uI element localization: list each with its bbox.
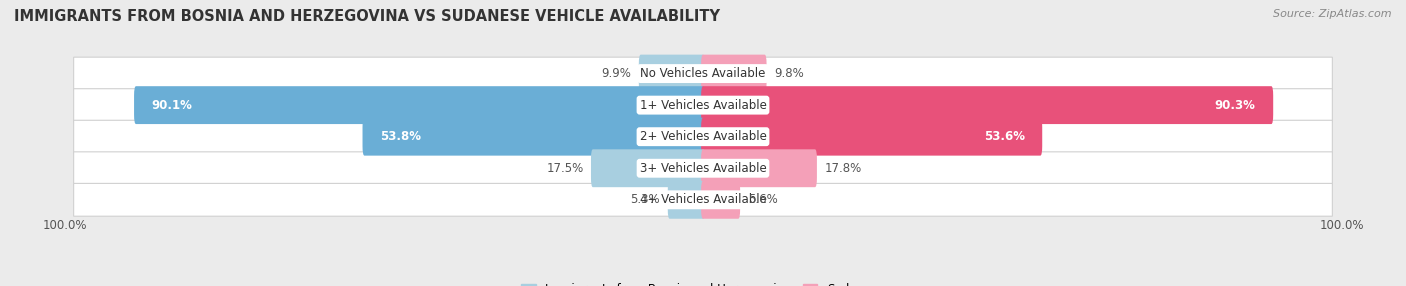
FancyBboxPatch shape [73,89,1333,122]
Text: 5.6%: 5.6% [748,193,778,206]
FancyBboxPatch shape [702,86,1274,124]
FancyBboxPatch shape [702,118,1042,156]
FancyBboxPatch shape [638,55,704,92]
Text: 4+ Vehicles Available: 4+ Vehicles Available [640,193,766,206]
Text: IMMIGRANTS FROM BOSNIA AND HERZEGOVINA VS SUDANESE VEHICLE AVAILABILITY: IMMIGRANTS FROM BOSNIA AND HERZEGOVINA V… [14,9,720,23]
Text: 53.8%: 53.8% [380,130,422,143]
Text: No Vehicles Available: No Vehicles Available [640,67,766,80]
Legend: Immigrants from Bosnia and Herzegovina, Sudanese: Immigrants from Bosnia and Herzegovina, … [519,281,887,286]
Text: 5.3%: 5.3% [630,193,661,206]
FancyBboxPatch shape [702,181,740,219]
Text: 17.8%: 17.8% [824,162,862,175]
FancyBboxPatch shape [73,120,1333,153]
FancyBboxPatch shape [73,152,1333,185]
Text: 53.6%: 53.6% [984,130,1025,143]
Text: 3+ Vehicles Available: 3+ Vehicles Available [640,162,766,175]
FancyBboxPatch shape [702,149,817,187]
FancyBboxPatch shape [363,118,704,156]
FancyBboxPatch shape [73,183,1333,216]
Text: 17.5%: 17.5% [546,162,583,175]
FancyBboxPatch shape [591,149,704,187]
FancyBboxPatch shape [134,86,704,124]
Text: 2+ Vehicles Available: 2+ Vehicles Available [640,130,766,143]
Text: 9.8%: 9.8% [775,67,804,80]
Text: 100.0%: 100.0% [1319,219,1364,232]
Text: 100.0%: 100.0% [42,219,87,232]
FancyBboxPatch shape [73,57,1333,90]
FancyBboxPatch shape [668,181,704,219]
FancyBboxPatch shape [702,55,766,92]
Text: 90.3%: 90.3% [1215,99,1256,112]
Text: 1+ Vehicles Available: 1+ Vehicles Available [640,99,766,112]
Text: 90.1%: 90.1% [152,99,193,112]
Text: 9.9%: 9.9% [602,67,631,80]
Text: Source: ZipAtlas.com: Source: ZipAtlas.com [1274,9,1392,19]
